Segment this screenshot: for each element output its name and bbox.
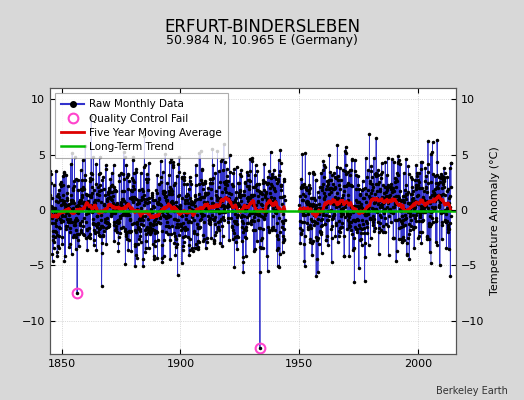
Text: 50.984 N, 10.965 E (Germany): 50.984 N, 10.965 E (Germany) bbox=[166, 34, 358, 47]
Legend: Raw Monthly Data, Quality Control Fail, Five Year Moving Average, Long-Term Tren: Raw Monthly Data, Quality Control Fail, … bbox=[55, 93, 228, 158]
Y-axis label: Temperature Anomaly (°C): Temperature Anomaly (°C) bbox=[489, 147, 500, 295]
Text: Berkeley Earth: Berkeley Earth bbox=[436, 386, 508, 396]
Text: ERFURT-BINDERSLEBEN: ERFURT-BINDERSLEBEN bbox=[164, 18, 360, 36]
